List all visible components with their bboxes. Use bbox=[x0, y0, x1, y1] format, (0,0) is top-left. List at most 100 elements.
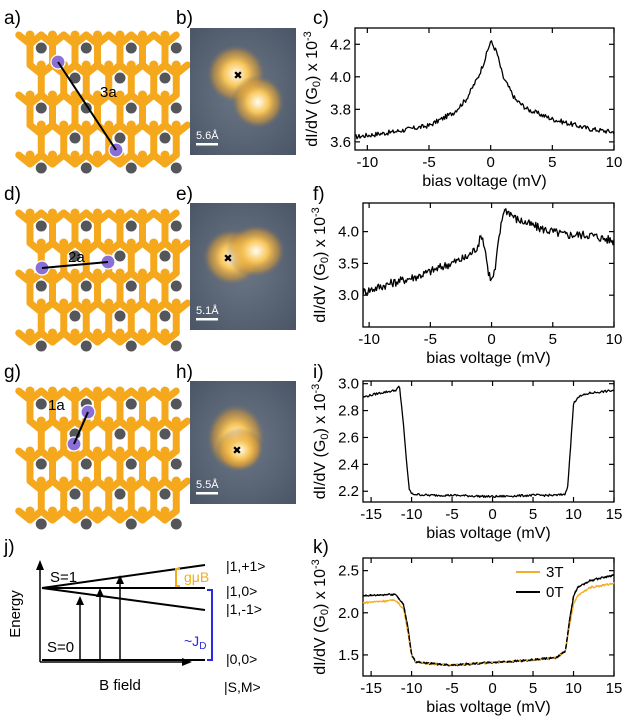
lattice-atom bbox=[149, 298, 159, 308]
lattice-atom bbox=[115, 30, 125, 40]
data-point bbox=[451, 494, 453, 496]
data-point bbox=[354, 136, 356, 138]
plot-frame bbox=[362, 202, 615, 328]
dark-atom bbox=[35, 280, 47, 292]
lattice-atom bbox=[104, 476, 114, 486]
y-arrow-icon bbox=[36, 560, 44, 570]
transition-arrow-icon bbox=[96, 588, 104, 597]
lattice-atom bbox=[36, 416, 46, 426]
dark-atom bbox=[170, 518, 182, 530]
bond bbox=[15, 151, 34, 168]
zeeman-label: gμB bbox=[184, 569, 209, 585]
x-tick-label: -10 bbox=[401, 506, 423, 523]
lattice-atom bbox=[126, 416, 136, 426]
lattice-atom bbox=[25, 208, 35, 218]
lattice-atom bbox=[126, 60, 136, 70]
data-point bbox=[569, 450, 571, 452]
lattice-atom bbox=[126, 298, 136, 308]
bond bbox=[37, 151, 56, 168]
panel-label-d: d) bbox=[4, 184, 21, 205]
zeeman-bracket bbox=[175, 568, 180, 587]
lattice-atom bbox=[93, 386, 102, 396]
panel-label-b: b) bbox=[176, 8, 193, 29]
chart-f: -10 -5 0 5 10 3.0 3.5 4.0 bias voltage (mV) dI/dV… bbox=[310, 202, 622, 367]
data-point bbox=[490, 280, 493, 282]
dark-atom bbox=[35, 42, 47, 54]
x-tick-label: 10 bbox=[606, 154, 623, 171]
x-tick-label: -5 bbox=[445, 506, 458, 523]
tip-position-marker: ✖ bbox=[232, 445, 241, 457]
data-point bbox=[408, 487, 410, 490]
chart-c: -10 -5 0 5 10 3.6 3.8 4.0 4.2 bias voltage (mV) dI… bbox=[302, 27, 623, 190]
energy-diagram: Energy B field S=1 S=0 gμB ~JD |1,+1> |1… bbox=[7, 558, 265, 695]
lattice-a: 3a bbox=[15, 30, 191, 174]
dark-atom bbox=[80, 280, 92, 292]
data-point bbox=[613, 240, 615, 242]
data-point bbox=[393, 281, 395, 284]
scale-bar-label: 5.6Å bbox=[196, 129, 219, 142]
lattice-atom bbox=[138, 386, 147, 396]
data-point bbox=[509, 211, 511, 214]
data-point bbox=[532, 494, 534, 496]
lattice-atom bbox=[36, 120, 46, 130]
y-tick-label: 2.5 bbox=[338, 563, 359, 580]
panel-label-f: f) bbox=[313, 184, 325, 205]
data-point bbox=[539, 227, 542, 230]
scale-bar-label: 5.1Å bbox=[196, 304, 219, 317]
lattice-atom bbox=[25, 30, 35, 40]
data-point bbox=[527, 108, 529, 110]
lattice-atom bbox=[48, 30, 57, 40]
lattice-atom bbox=[70, 328, 80, 338]
dark-atom bbox=[80, 162, 92, 174]
dark-atom bbox=[125, 340, 137, 352]
distance-label: 3a bbox=[100, 84, 117, 101]
dark-atom bbox=[125, 102, 137, 114]
x-tick-label: 0 bbox=[488, 680, 496, 697]
panel-label-j: j) bbox=[3, 537, 15, 558]
lattice-atom bbox=[93, 328, 102, 338]
level-label: |0,0> bbox=[226, 651, 257, 667]
x-tick-label: 10 bbox=[565, 506, 582, 523]
lattice-atom bbox=[171, 238, 181, 248]
lattice-atom bbox=[171, 476, 181, 486]
lattice-atom bbox=[104, 120, 114, 130]
dark-atom bbox=[80, 340, 92, 352]
bond bbox=[127, 329, 146, 346]
data-point bbox=[613, 131, 615, 133]
x-axis-label: bias voltage (mV) bbox=[426, 699, 551, 716]
lattice-atom bbox=[25, 150, 35, 160]
x-axis-label: bias voltage (mV) bbox=[426, 350, 551, 367]
series-line-0T bbox=[362, 574, 614, 667]
y-tick-label: 2.4 bbox=[338, 456, 359, 473]
legend-label: 0T bbox=[546, 584, 564, 601]
bond bbox=[127, 507, 146, 524]
bond bbox=[105, 329, 124, 346]
dark-atom bbox=[170, 340, 182, 352]
dark-atom bbox=[35, 458, 47, 470]
stm-image-h: ✖ 5.5Å bbox=[190, 381, 296, 504]
energy-axis-label: Energy bbox=[7, 590, 24, 638]
lattice-atom bbox=[104, 298, 114, 308]
data-point bbox=[362, 291, 364, 293]
y-axis-label: dI/dV (G0) x 10-3 bbox=[310, 207, 331, 323]
dark-atom bbox=[69, 310, 81, 322]
lattice-atom bbox=[115, 328, 125, 338]
y-tick-label: 2.6 bbox=[338, 429, 359, 446]
series-line-i bbox=[362, 385, 615, 499]
y-tick-label: 3.5 bbox=[338, 255, 359, 272]
dark-atom bbox=[125, 280, 137, 292]
dark-atom bbox=[170, 162, 182, 174]
y-tick-label: 4.0 bbox=[338, 224, 359, 241]
lattice-g: 1a bbox=[15, 386, 191, 530]
dark-atom bbox=[114, 310, 126, 322]
lattice-atom bbox=[104, 60, 114, 70]
data-point bbox=[487, 269, 489, 271]
bond bbox=[60, 151, 79, 168]
data-point bbox=[402, 423, 405, 425]
y-tick-label: 3.8 bbox=[330, 101, 351, 118]
lattice-atom bbox=[25, 386, 35, 396]
lattice-atom bbox=[149, 476, 159, 486]
stm-image-e: ✖ 5.1Å bbox=[190, 203, 296, 330]
lattice-atom bbox=[81, 476, 91, 486]
level-label: |1,-1> bbox=[226, 601, 262, 617]
